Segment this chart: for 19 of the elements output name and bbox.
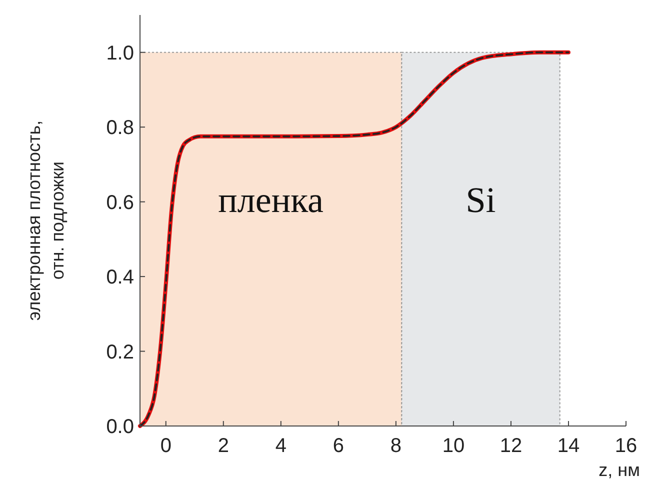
x-tick-label: 8 bbox=[390, 435, 402, 457]
y-tick-label: 0.2 bbox=[106, 341, 134, 364]
y-tick-label: 0.0 bbox=[106, 416, 134, 438]
x-tick-label: 6 bbox=[332, 435, 344, 457]
band-label: Si bbox=[466, 180, 496, 220]
y-tick-label: 0.8 bbox=[106, 117, 134, 140]
x-axis-title: z, нм bbox=[598, 460, 640, 480]
x-tick-label: 10 bbox=[442, 435, 465, 457]
x-tick-label: 2 bbox=[218, 435, 229, 457]
x-tick-label: 0 bbox=[160, 435, 172, 457]
y-axis-title: электронная плотность, отн. подложки bbox=[24, 120, 68, 321]
y-tick-label: 0.4 bbox=[106, 266, 134, 289]
y-tick-label: 0.6 bbox=[106, 192, 134, 214]
band-label: пленка bbox=[218, 180, 324, 220]
x-tick-label: 14 bbox=[557, 435, 580, 457]
x-tick-label: 4 bbox=[275, 435, 286, 457]
y-tick-label: 1.0 bbox=[106, 42, 134, 64]
x-tick-label: 12 bbox=[500, 435, 522, 457]
x-tick-label: 16 bbox=[614, 435, 638, 457]
